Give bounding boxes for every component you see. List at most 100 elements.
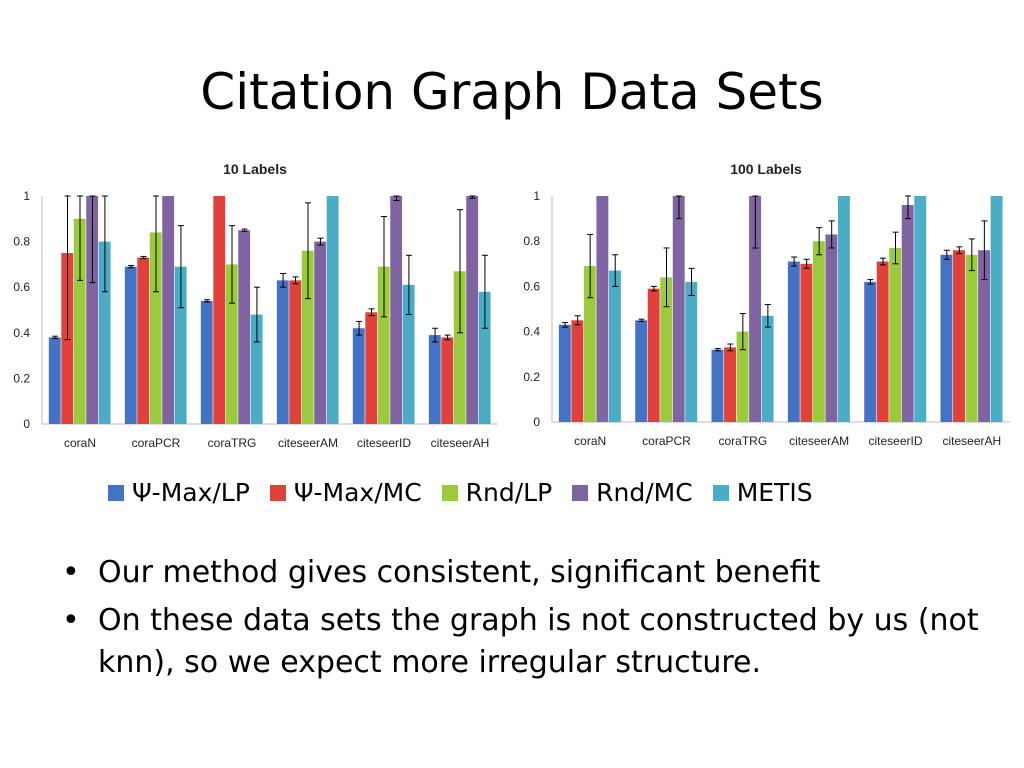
x-tick-label: coraN [64,436,96,450]
x-tick-label: coraN [574,434,606,448]
bar [864,281,877,422]
legend-item-psi-max-lp: Ψ-Max/LP [108,478,250,507]
bar [225,264,238,424]
legend-swatch [712,484,729,501]
y-tick-label: 0.6 [523,279,540,293]
bar [162,196,175,424]
bar [289,280,302,424]
x-tick-label: coraPCR [642,434,691,448]
bar [250,314,263,424]
bar [876,261,889,422]
bar [276,280,289,424]
bar [825,234,838,422]
bar [314,241,327,424]
chart-100-labels: 100 Labels 0 0.2 0.4 0.6 0.8 1 coraN coraPCR cora… [523,161,1010,448]
bar [583,266,596,422]
bar [390,196,403,424]
bar [98,241,111,424]
bar [137,257,150,424]
legend-label: METIS [736,478,813,507]
legend-swatch [108,484,124,501]
bar [800,263,813,422]
y-tick-label: 1 [533,189,540,203]
bar [953,250,965,422]
bar [608,270,621,422]
bar [48,337,61,424]
bar [711,349,724,422]
bar [901,205,914,422]
bar [749,196,762,422]
bar [965,254,978,422]
chart-legend: Ψ-Max/LP Ψ-Max/MC Rnd/LP Rnd/MC METIS [108,478,833,507]
legend-item-rnd-lp: Rnd/LP [441,478,553,507]
y-tick-label: 0 [533,415,540,429]
slide-title: Citation Graph Data Sets [200,63,824,121]
legend-swatch [441,484,458,501]
legend-label: Ψ-Max/LP [132,478,250,507]
y-tick-label: 0.2 [13,371,30,385]
legend-swatch [572,484,589,501]
bar [685,281,698,422]
bar [812,241,825,422]
y-tick-label: 0.4 [13,326,30,340]
charts-canvas: 10 Labels 0 0.2 0.4 0.6 0.8 1 coraN coraPCR coraT… [13,161,1010,450]
chart-title: 100 Labels [730,161,802,177]
bar [149,232,162,424]
bar [301,250,314,424]
bar [558,324,571,422]
bullet-item: Our method gives consistent, significant… [62,552,982,594]
bar [365,312,378,424]
y-tick-label: 0 [23,417,30,431]
bar [978,250,991,422]
bar [596,196,609,422]
bar [571,320,584,422]
x-tick-label: citeseerAH [942,434,1001,448]
y-tick-label: 0.6 [13,280,30,294]
bar [441,337,454,424]
bar [428,335,441,424]
x-tick-label: coraTRG [208,436,257,450]
legend-label: Rnd/MC [596,478,693,507]
bar [660,277,673,422]
bar [213,196,226,424]
y-tick-label: 0.8 [523,234,540,248]
bar [86,196,99,424]
bar [647,288,660,422]
bar [914,196,927,422]
chart-10-labels: 10 Labels 0 0.2 0.4 0.6 0.8 1 coraN coraPCR coraT… [13,161,498,450]
y-tick-label: 0.8 [13,235,30,249]
bar [466,196,479,424]
bar [377,266,390,424]
bar [73,218,86,424]
bar [635,320,648,422]
x-tick-label: citeseerAM [789,434,849,448]
x-tick-label: citeseerAM [278,436,338,450]
bar [402,284,415,424]
y-tick-label: 0.2 [523,370,540,384]
bullet-list: Our method gives consistent, significant… [62,552,982,690]
y-tick-label: 0.4 [523,325,540,339]
legend-swatch [269,484,286,501]
bar [478,291,491,424]
legend-item-metis: METIS [712,478,813,507]
bar [990,196,1003,422]
legend-item-rnd-mc: Rnd/MC [572,478,693,507]
bar [724,347,736,422]
bar [352,328,365,424]
bar [326,196,339,424]
legend-label: Ψ-Max/MC [293,478,422,507]
legend-item-psi-max-mc: Ψ-Max/MC [269,478,422,507]
bullet-item: On these data sets the graph is not cons… [62,600,982,684]
x-tick-label: citeseerAH [431,436,490,450]
bar [940,254,953,422]
bar [787,261,800,422]
legend-label: Rnd/LP [465,478,553,507]
x-tick-label: coraTRG [718,434,767,448]
y-tick-label: 1 [23,189,30,203]
bar [837,196,850,422]
bar [736,331,749,422]
bar [124,266,137,424]
x-tick-label: citeseerID [357,436,411,450]
x-tick-label: coraPCR [132,436,181,450]
x-tick-label: citeseerID [868,434,922,448]
